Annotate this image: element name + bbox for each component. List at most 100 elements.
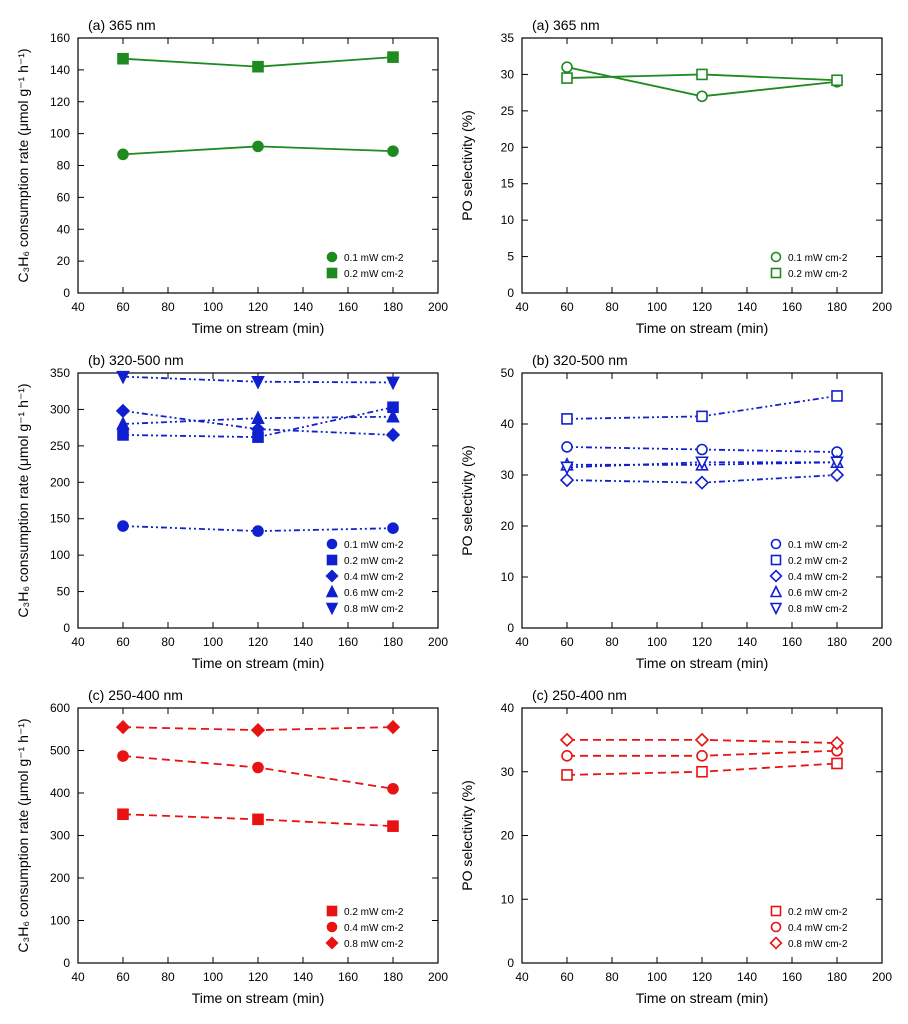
- y-tick-label: 5: [507, 250, 514, 264]
- x-tick-label: 180: [383, 635, 403, 649]
- panel-title: (c) 250-400 nm: [88, 687, 183, 703]
- y-tick-label: 0: [63, 621, 70, 635]
- y-tick-label: 150: [50, 512, 70, 526]
- legend-label: 0.6 mW cm-2: [344, 588, 404, 599]
- x-axis-label: Time on stream (min): [192, 990, 325, 1006]
- y-tick-label: 40: [57, 222, 71, 236]
- y-tick-label: 10: [501, 570, 515, 584]
- y-axis-label: PO selectivity (%): [459, 110, 475, 220]
- x-axis-label: Time on stream (min): [636, 990, 769, 1006]
- x-axis-label: Time on stream (min): [636, 320, 769, 336]
- x-tick-label: 60: [560, 970, 574, 984]
- x-tick-label: 60: [560, 635, 574, 649]
- y-tick-label: 500: [50, 744, 70, 758]
- x-tick-label: 140: [293, 300, 313, 314]
- y-tick-label: 10: [501, 892, 515, 906]
- legend-label: 0.2 mW cm-2: [344, 556, 404, 567]
- panel-a-left: 4060801001201401601802000204060801001201…: [10, 10, 454, 345]
- x-tick-label: 120: [692, 300, 712, 314]
- x-tick-label: 200: [428, 970, 448, 984]
- x-tick-label: 80: [161, 635, 175, 649]
- x-tick-label: 120: [248, 635, 268, 649]
- x-tick-label: 40: [71, 300, 85, 314]
- y-axis-label: PO selectivity (%): [459, 780, 475, 890]
- x-tick-label: 180: [827, 635, 847, 649]
- y-tick-label: 300: [50, 829, 70, 843]
- y-tick-label: 100: [50, 914, 70, 928]
- x-tick-label: 100: [647, 300, 667, 314]
- legend-label: 0.2 mW cm-2: [788, 556, 848, 567]
- legend-label: 0.4 mW cm-2: [344, 572, 404, 583]
- y-tick-label: 20: [57, 254, 71, 268]
- legend-label: 0.4 mW cm-2: [788, 572, 848, 583]
- y-tick-label: 0: [507, 286, 514, 300]
- chart-b-left: 4060801001201401601802000501001502002503…: [10, 345, 454, 680]
- chart-b-right: 40608010012014016018020001020304050(b) 3…: [454, 345, 898, 680]
- x-tick-label: 80: [605, 970, 619, 984]
- y-tick-label: 10: [501, 213, 515, 227]
- x-tick-label: 200: [872, 300, 892, 314]
- y-tick-label: 400: [50, 786, 70, 800]
- y-tick-label: 160: [50, 31, 70, 45]
- legend-label: 0.1 mW cm-2: [788, 253, 848, 264]
- chart-grid: 4060801001201401601802000204060801001201…: [10, 10, 898, 1014]
- x-tick-label: 140: [737, 970, 757, 984]
- x-tick-label: 140: [293, 635, 313, 649]
- y-tick-label: 20: [501, 140, 515, 154]
- x-tick-label: 160: [782, 300, 802, 314]
- panel-title: (b) 320-500 nm: [88, 352, 184, 368]
- y-tick-label: 0: [63, 286, 70, 300]
- y-tick-label: 50: [501, 366, 515, 380]
- legend-label: 0.4 mW cm-2: [788, 923, 848, 934]
- legend-label: 0.4 mW cm-2: [344, 923, 404, 934]
- y-tick-label: 25: [501, 104, 515, 118]
- x-tick-label: 40: [71, 635, 85, 649]
- x-tick-label: 200: [428, 300, 448, 314]
- y-tick-label: 100: [50, 548, 70, 562]
- x-tick-label: 120: [248, 970, 268, 984]
- chart-a-left: 4060801001201401601802000204060801001201…: [10, 10, 454, 345]
- panel-c-left: 4060801001201401601802000100200300400500…: [10, 680, 454, 1015]
- chart-a-right: 40608010012014016018020005101520253035(a…: [454, 10, 898, 345]
- legend-label: 0.8 mW cm-2: [788, 939, 848, 950]
- y-tick-label: 20: [501, 829, 515, 843]
- x-tick-label: 80: [605, 635, 619, 649]
- x-tick-label: 80: [161, 300, 175, 314]
- y-tick-label: 0: [507, 956, 514, 970]
- x-tick-label: 180: [827, 300, 847, 314]
- x-tick-label: 60: [560, 300, 574, 314]
- y-tick-label: 350: [50, 366, 70, 380]
- x-axis-label: Time on stream (min): [192, 320, 325, 336]
- x-tick-label: 60: [116, 635, 130, 649]
- y-tick-label: 50: [57, 585, 71, 599]
- legend-label: 0.1 mW cm-2: [788, 540, 848, 551]
- legend-label: 0.8 mW cm-2: [788, 604, 848, 615]
- x-tick-label: 160: [782, 970, 802, 984]
- x-tick-label: 100: [203, 970, 223, 984]
- y-tick-label: 30: [501, 67, 515, 81]
- x-tick-label: 140: [293, 970, 313, 984]
- legend-label: 0.8 mW cm-2: [344, 939, 404, 950]
- y-tick-label: 35: [501, 31, 515, 45]
- x-tick-label: 160: [338, 635, 358, 649]
- y-tick-label: 80: [57, 159, 71, 173]
- legend-label: 0.2 mW cm-2: [344, 269, 404, 280]
- x-tick-label: 60: [116, 300, 130, 314]
- x-tick-label: 140: [737, 300, 757, 314]
- y-tick-label: 300: [50, 402, 70, 416]
- legend-label: 0.6 mW cm-2: [788, 588, 848, 599]
- x-tick-label: 140: [737, 635, 757, 649]
- x-tick-label: 160: [338, 300, 358, 314]
- x-axis-label: Time on stream (min): [192, 655, 325, 671]
- y-tick-label: 140: [50, 63, 70, 77]
- y-tick-label: 250: [50, 439, 70, 453]
- y-tick-label: 30: [501, 468, 515, 482]
- legend-label: 0.1 mW cm-2: [344, 540, 404, 551]
- x-tick-label: 180: [383, 970, 403, 984]
- x-tick-label: 180: [383, 300, 403, 314]
- y-tick-label: 40: [501, 701, 515, 715]
- x-tick-label: 100: [203, 635, 223, 649]
- x-tick-label: 180: [827, 970, 847, 984]
- x-tick-label: 80: [605, 300, 619, 314]
- x-tick-label: 160: [338, 970, 358, 984]
